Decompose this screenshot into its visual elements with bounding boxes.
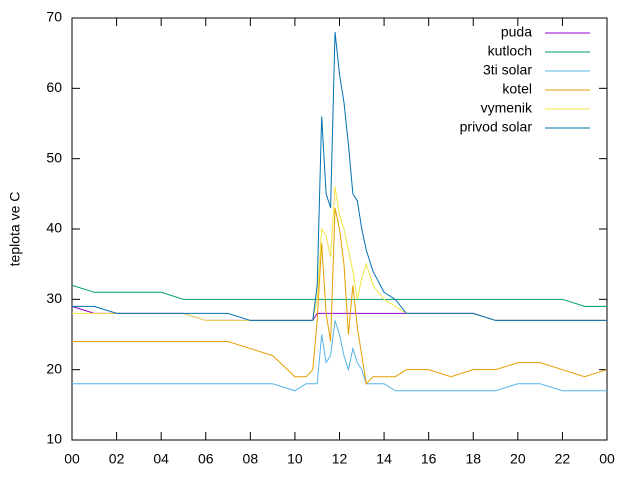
y-tick-label: 20 <box>46 360 62 376</box>
x-tick-label: 00 <box>64 451 80 467</box>
legend-label: vymenik <box>481 100 533 116</box>
y-tick-label: 10 <box>46 431 62 447</box>
legend-label: kutloch <box>488 43 532 59</box>
x-tick-label: 14 <box>376 451 392 467</box>
y-tick-label: 40 <box>46 220 62 236</box>
x-tick-label: 10 <box>287 451 303 467</box>
series-line <box>71 284 607 307</box>
x-tick-label: 00 <box>599 451 615 467</box>
y-tick-label: 70 <box>46 9 62 25</box>
x-tick-label: 22 <box>555 451 571 467</box>
x-tick-label: 08 <box>243 451 259 467</box>
x-tick-label: 12 <box>332 451 348 467</box>
legend-label: kotel <box>502 81 532 97</box>
x-tick-label: 04 <box>153 451 169 467</box>
x-tick-label: 18 <box>465 451 481 467</box>
y-tick-label: 30 <box>46 290 62 306</box>
legend-label: 3ti solar <box>483 62 532 78</box>
y-tick-label: 60 <box>46 79 62 95</box>
y-axis-label: teplota ve C <box>7 192 23 267</box>
legend-label: privod solar <box>460 119 533 135</box>
series-line <box>72 186 607 321</box>
legend-label: puda <box>501 24 532 40</box>
y-tick-label: 50 <box>46 149 62 165</box>
x-tick-label: 06 <box>198 451 214 467</box>
series-line <box>72 320 607 392</box>
x-tick-label: 16 <box>421 451 437 467</box>
series-line <box>72 207 608 385</box>
x-tick-label: 02 <box>109 451 125 467</box>
x-tick-label: 20 <box>510 451 526 467</box>
series-line <box>72 32 607 321</box>
